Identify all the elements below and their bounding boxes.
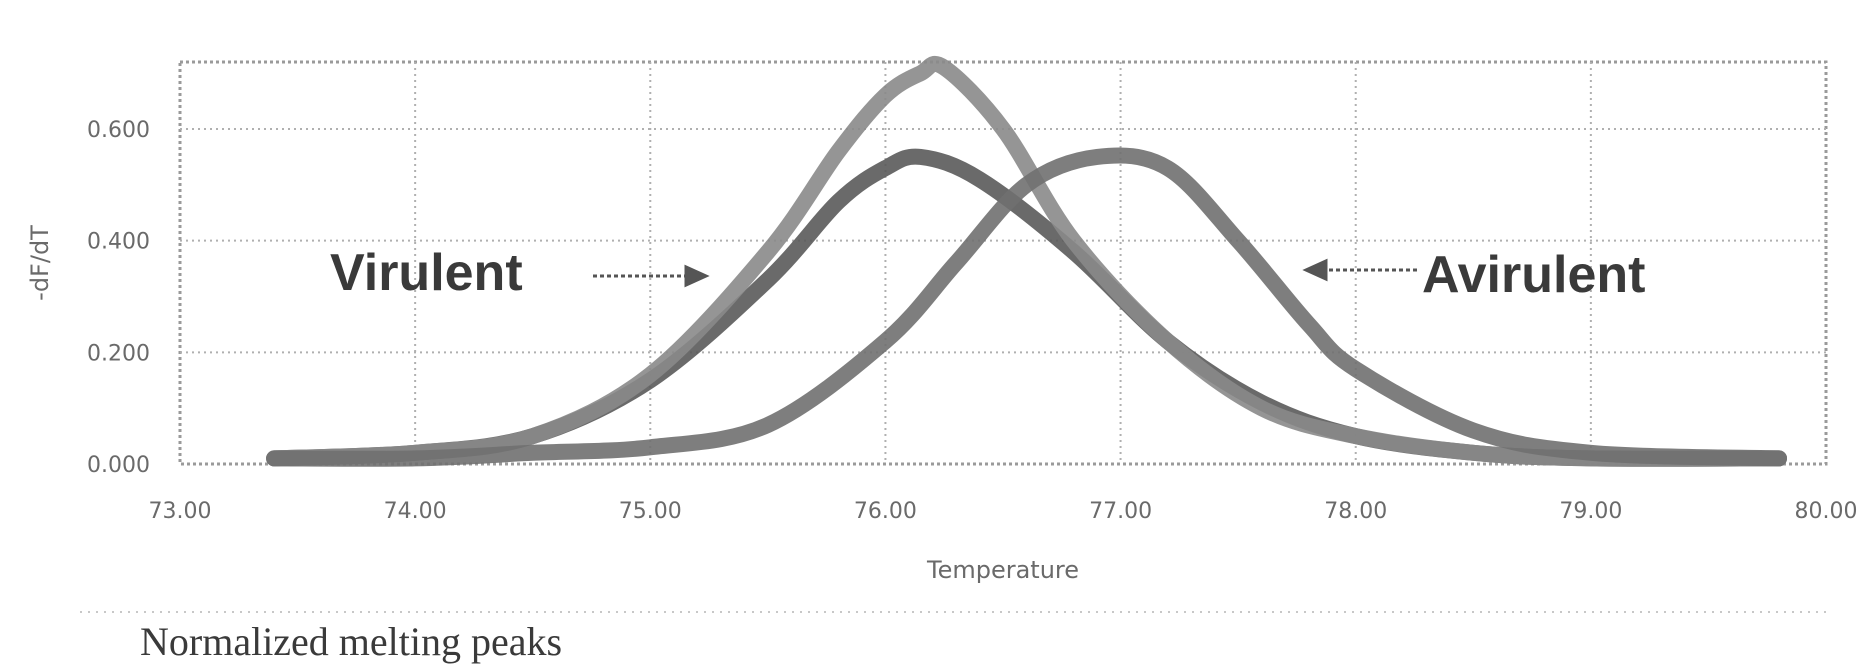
plot-frame xyxy=(178,60,1828,466)
x-axis-label: Temperature xyxy=(926,556,1079,584)
x-tick-label: 80.00 xyxy=(1795,499,1858,524)
x-tick-labels: 73.00 74.00 75.00 76.00 77.00 78.00 79.00 80.00 xyxy=(149,499,1858,524)
arrow-avirulent xyxy=(1302,258,1418,282)
figure-caption: Normalized melting peaks xyxy=(140,619,563,664)
x-tick-label: 75.00 xyxy=(619,499,682,524)
series-line-2 xyxy=(266,55,1787,467)
arrow-virulent xyxy=(593,264,710,288)
x-tick-label: 73.00 xyxy=(149,499,212,524)
y-tick-label: 0.600 xyxy=(87,118,150,143)
y-tick-label: 0.400 xyxy=(87,230,150,255)
x-tick-label: 79.00 xyxy=(1559,499,1622,524)
series-line-1 xyxy=(266,148,1787,467)
y-tick-label: 0.000 xyxy=(87,453,150,478)
y-axis-label: -dF/dT xyxy=(26,225,54,301)
series-line-3 xyxy=(266,147,1787,467)
series-lines xyxy=(266,55,1787,467)
annotation-virulent: Virulent xyxy=(330,244,523,302)
x-tick-label: 76.00 xyxy=(854,499,917,524)
x-tick-label: 78.00 xyxy=(1324,499,1387,524)
melt-curve-chart: 73.00 74.00 75.00 76.00 77.00 78.00 79.00 80.00… xyxy=(26,55,1858,613)
x-tick-label: 74.00 xyxy=(384,499,447,524)
x-tick-label: 77.00 xyxy=(1089,499,1152,524)
y-tick-label: 0.200 xyxy=(87,341,150,366)
annotation-avirulent: Avirulent xyxy=(1422,246,1645,304)
y-tick-labels: 0.000 0.200 0.400 0.600 xyxy=(87,118,150,478)
